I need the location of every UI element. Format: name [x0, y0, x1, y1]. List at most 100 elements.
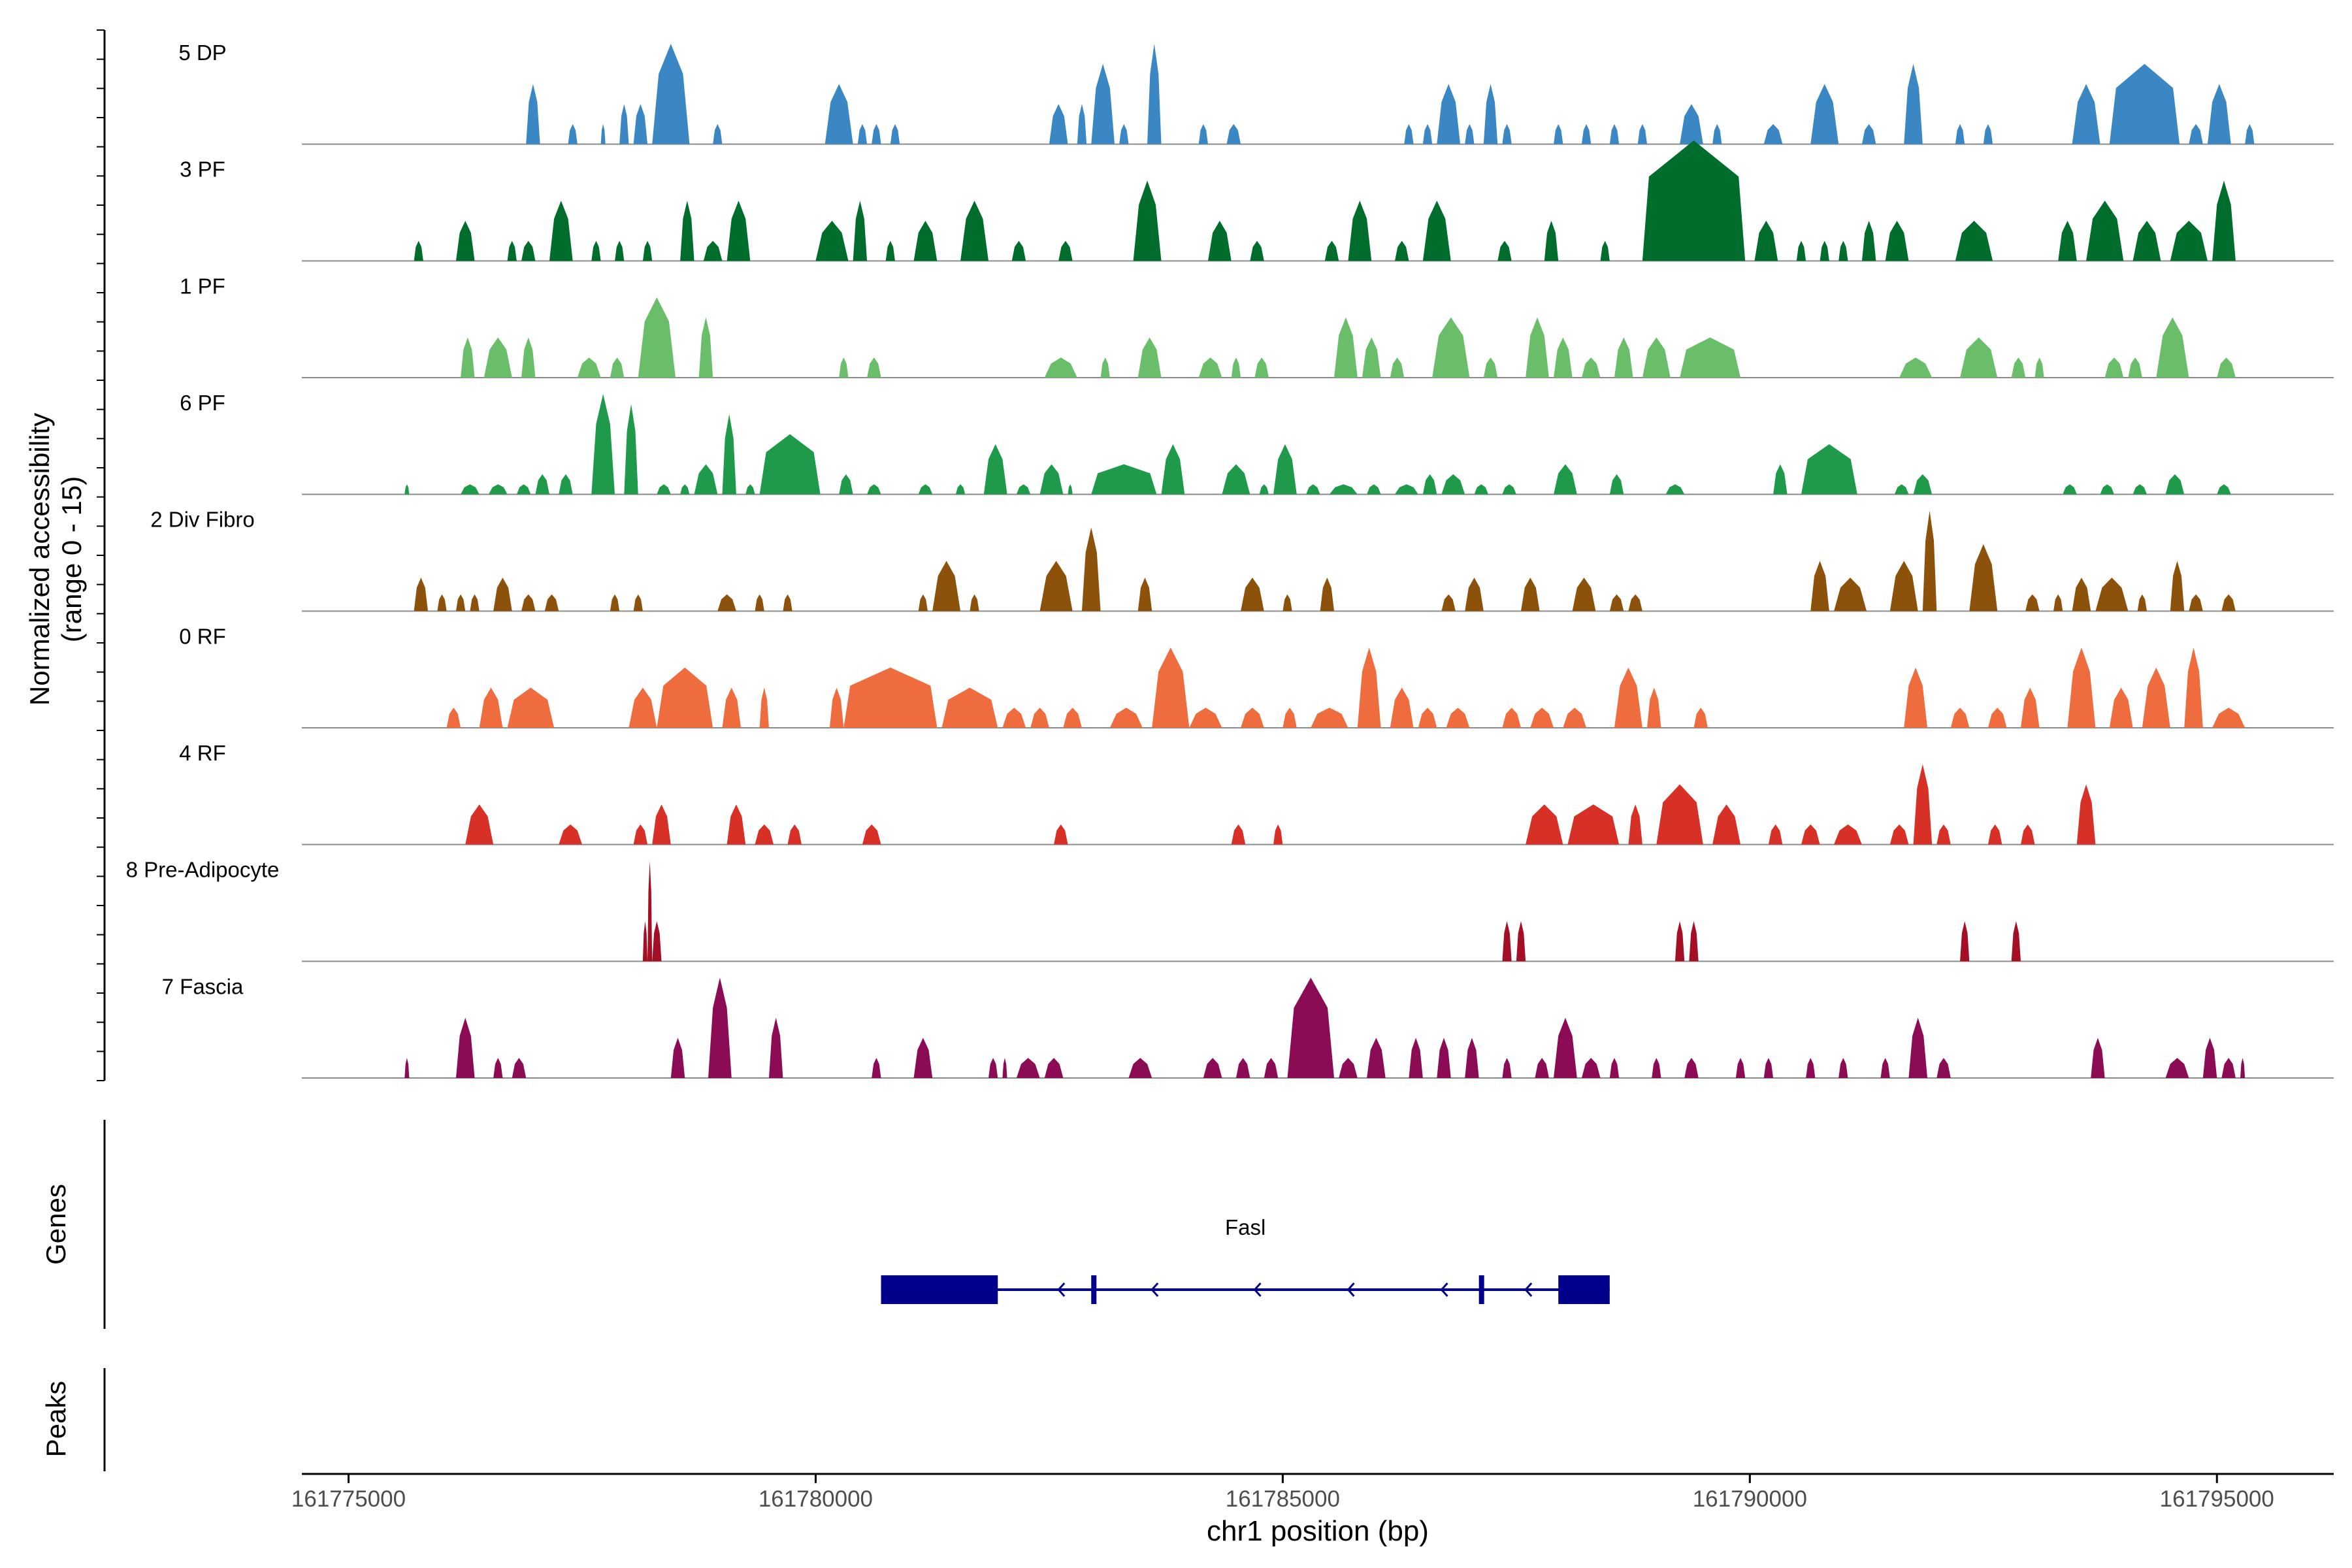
- gene-exon: [1558, 1275, 1610, 1304]
- coverage-peak: [2170, 561, 2185, 612]
- coverage-peak: [1404, 123, 1414, 144]
- coverage-peak: [713, 123, 723, 144]
- coverage-peak: [1987, 708, 2007, 728]
- coverage-peak: [2072, 578, 2091, 612]
- coverage-peak: [722, 414, 736, 495]
- coverage-peak: [404, 484, 410, 495]
- coverage-peak: [1474, 484, 1488, 495]
- coverage-peak: [1614, 337, 1633, 378]
- coverage-peak: [2202, 1037, 2217, 1078]
- coverage-peak: [680, 484, 690, 495]
- coverage-peak: [2221, 1058, 2236, 1078]
- coverage-peak: [2104, 357, 2124, 378]
- x-tick-label: 161780000: [759, 1486, 873, 1512]
- track-2-div-fibro: 2 Div Fibro: [150, 508, 2334, 612]
- coverage-peak: [1367, 1037, 1386, 1078]
- track-1-pf: 1 PF: [180, 274, 2334, 378]
- coverage-peak: [1913, 764, 1933, 845]
- coverage-peak: [1899, 357, 1933, 378]
- coverage-peak: [559, 824, 582, 845]
- coverage-peak: [1609, 474, 1624, 495]
- coverage-peak: [2212, 708, 2246, 728]
- coverage-peak: [1418, 708, 1437, 728]
- coverage-peak: [918, 484, 933, 495]
- y-axis-label-range: (range 0 - 15): [56, 476, 87, 642]
- coverage-peak: [1834, 578, 1867, 612]
- track-5-dp: 5 DP: [178, 41, 2334, 145]
- coverage-peak: [680, 201, 694, 261]
- coverage-peak: [1628, 594, 1642, 612]
- coverage-peak: [1226, 123, 1241, 144]
- coverage-peak: [559, 474, 573, 495]
- coverage-peak: [1581, 357, 1601, 378]
- coverage-peak: [1600, 240, 1610, 261]
- coverage-peak: [2165, 474, 2185, 495]
- coverage-peak: [446, 708, 461, 728]
- coverage-peak: [1885, 220, 1909, 261]
- track-0-rf: 0 RF: [179, 624, 2334, 728]
- coverage-peak: [488, 484, 508, 495]
- coverage-peak: [1137, 578, 1152, 612]
- coverage-peak: [516, 484, 531, 495]
- coverage-peak: [1161, 444, 1185, 495]
- coverage-peak: [521, 337, 536, 378]
- coverage-peak: [1502, 484, 1516, 495]
- coverage-peak: [970, 594, 979, 612]
- coverage-peak: [1339, 1058, 1358, 1078]
- coverage-peak: [1002, 1058, 1007, 1078]
- coverage-peak: [461, 484, 480, 495]
- coverage-peak: [1422, 201, 1451, 261]
- coverage-peak: [1950, 708, 1970, 728]
- coverage-peak: [1422, 474, 1437, 495]
- coverage-peak: [455, 220, 475, 261]
- coverage-peak: [1801, 444, 1857, 495]
- coverage-peak: [885, 240, 895, 261]
- coverage-peak: [1465, 1037, 1479, 1078]
- coverage-peak: [1656, 784, 1703, 845]
- coverage-peak: [2217, 357, 2236, 378]
- coverage-peak: [1861, 220, 1876, 261]
- coverage-peak: [862, 824, 881, 845]
- coverage-peak: [633, 824, 648, 845]
- coverage-peak: [657, 484, 671, 495]
- coverage-peak: [1810, 84, 1839, 144]
- coverage-peak: [1572, 578, 1596, 612]
- coverage-peak: [2189, 123, 2203, 144]
- coverage-peak: [759, 434, 821, 495]
- coverage-peak: [1264, 1058, 1279, 1078]
- coverage-peak: [1137, 337, 1162, 378]
- coverage-peak: [610, 594, 620, 612]
- coverage-peak: [414, 578, 429, 612]
- coverage-peak: [1231, 357, 1241, 378]
- coverage-peak: [615, 240, 625, 261]
- coverage-peak: [1311, 708, 1348, 728]
- strand-arrow: [1440, 1282, 1448, 1298]
- coverage-peak: [577, 357, 601, 378]
- x-axis-ticks: 161775000 161780000 161785000 161790000 1617…: [291, 1474, 2274, 1512]
- coverage-peak: [2217, 484, 2231, 495]
- coverage-peak: [1526, 804, 1563, 845]
- coverage-peak: [1936, 824, 1951, 845]
- coverage-peak: [1773, 464, 1788, 495]
- coverage-peak: [1152, 647, 1190, 728]
- coverage-peak: [1913, 474, 1933, 495]
- peaks-panel-label: Peaks: [41, 1381, 71, 1458]
- coverage-peak: [1207, 220, 1232, 261]
- coverage-peak: [1526, 317, 1549, 378]
- coverage-peak: [2184, 647, 2203, 728]
- track-7-fascia: 7 Fascia: [162, 974, 2334, 1079]
- coverage-peak: [2170, 220, 2208, 261]
- coverage-peak: [1801, 824, 1820, 845]
- coverage-peak: [2063, 484, 2077, 495]
- coverage-peak: [1394, 484, 1418, 495]
- y-axis-label: Normalized accessibility: [24, 413, 55, 706]
- coverage-peak: [1241, 578, 1264, 612]
- coverage-peak: [1922, 510, 1937, 612]
- track-label: 2 Div Fibro: [150, 508, 255, 532]
- coverage-peak: [1889, 561, 1918, 612]
- coverage-peak: [1563, 708, 1587, 728]
- coverage-peak: [1039, 464, 1064, 495]
- coverage-peak: [2156, 317, 2189, 378]
- coverage-peak: [867, 357, 881, 378]
- coverage-peak: [768, 1017, 783, 1078]
